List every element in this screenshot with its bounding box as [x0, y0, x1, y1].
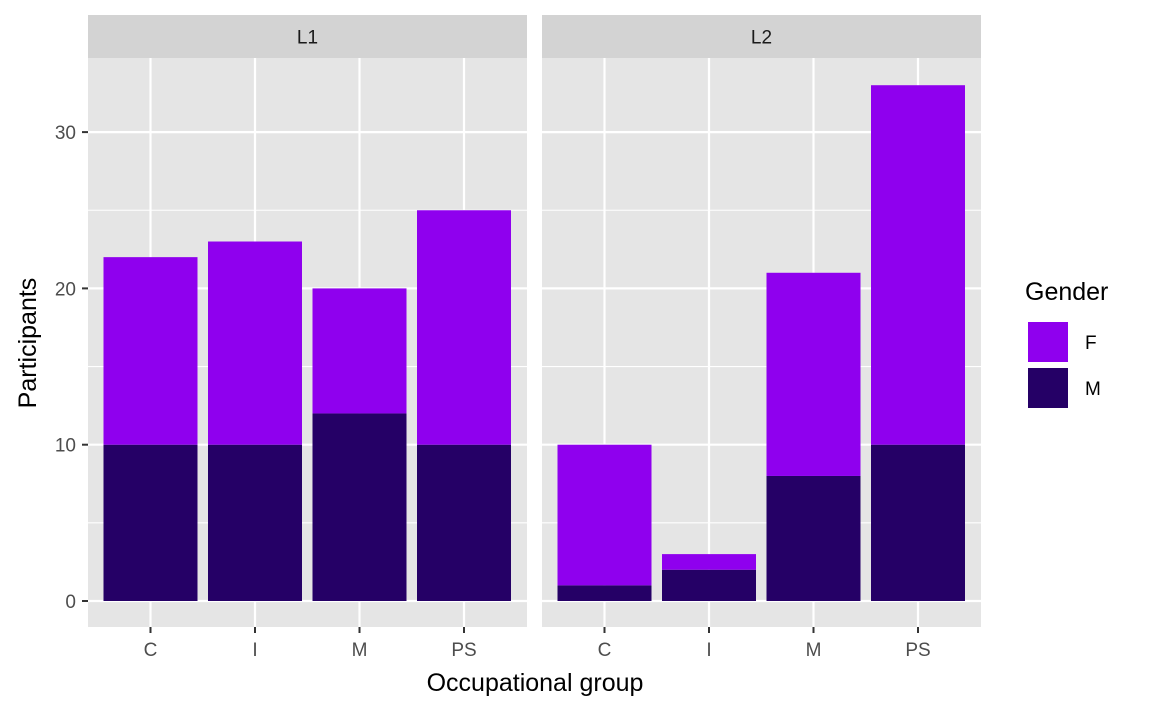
facet-strip-l2 [542, 15, 981, 58]
facet-label-l2: L2 [751, 28, 772, 49]
x-tick-label: C [598, 640, 612, 661]
bar-l2-m-f [766, 272, 861, 476]
x-tick-label: M [352, 640, 368, 661]
facet-panels: L1 C I M PS L2 C I M PS [88, 15, 981, 661]
legend-swatch-m [1028, 368, 1068, 408]
y-axis: 0 10 20 30 [55, 123, 88, 613]
y-tick-label: 10 [55, 436, 76, 457]
facet-strip-l1 [88, 15, 527, 58]
y-tick-label: 20 [55, 279, 76, 300]
bar-l2-c-f [557, 444, 652, 586]
bar-l2-i-f [662, 554, 756, 570]
bar-l2-m-m [766, 475, 861, 601]
x-axis-title: Occupational group [427, 669, 644, 697]
bar-l1-m-m [312, 413, 407, 601]
facet-label-l1: L1 [297, 28, 318, 49]
legend-title: Gender [1025, 278, 1108, 306]
facet-l1: L1 C I M PS [88, 15, 527, 661]
bar-l1-i-f [208, 241, 302, 445]
bar-l2-c-m [557, 585, 652, 601]
y-tick-label: 30 [55, 123, 76, 144]
bar-l1-ps-m [417, 444, 511, 601]
x-tick-label: PS [451, 640, 476, 661]
legend-label-f: F [1085, 333, 1097, 354]
legend-label-m: M [1085, 379, 1101, 400]
facet-l2: L2 C I M PS [542, 15, 981, 661]
bar-l2-i-m [662, 569, 756, 601]
x-tick-label: M [806, 640, 822, 661]
bar-l1-m-f [312, 288, 407, 414]
bar-l1-i-m [208, 444, 302, 601]
bar-l1-c-m [103, 444, 198, 601]
x-tick-label: I [252, 640, 257, 661]
bar-l1-c-f [103, 257, 198, 445]
x-tick-label: C [144, 640, 158, 661]
bar-l1-ps-f [417, 210, 511, 445]
y-axis-title: Participants [14, 278, 42, 409]
legend-swatch-f [1028, 322, 1068, 362]
bar-l2-ps-f [871, 85, 965, 445]
x-tick-label: I [706, 640, 711, 661]
x-tick-label: PS [905, 640, 930, 661]
y-tick-label: 0 [65, 592, 76, 613]
bar-l2-ps-m [871, 444, 965, 601]
legend: Gender F M [1025, 278, 1108, 410]
